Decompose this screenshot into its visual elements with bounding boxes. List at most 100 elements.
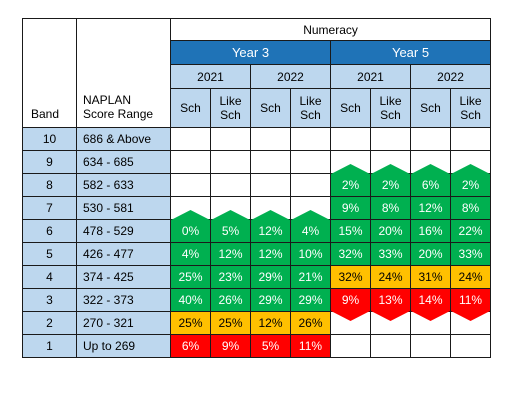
result-cell xyxy=(410,150,451,174)
score-range: 478 - 529 xyxy=(76,219,171,243)
result-cell xyxy=(449,311,492,335)
result-cell xyxy=(290,150,331,174)
result-value: 10% xyxy=(298,247,323,261)
result-cell xyxy=(290,127,331,151)
result-value: 16% xyxy=(418,224,443,238)
result-cell: 12% xyxy=(250,311,291,335)
school-type-header-line: Sch xyxy=(380,108,401,122)
band-number: 10 xyxy=(22,127,77,151)
result-cell: 2% xyxy=(449,164,492,197)
band-row: 5 426 - 477 4% 12% 12% 10% 32% 33% 20% 33% xyxy=(22,242,492,266)
school-type-header-line: Like xyxy=(219,94,242,108)
band-row: 6 478 - 529 0% 5% 12% 4% 15% 20% 16% 22% xyxy=(22,210,492,243)
school-type-header: Sch xyxy=(170,88,211,128)
result-cell: 32% xyxy=(330,265,371,289)
result-cell: 20% xyxy=(370,219,411,243)
result-value: 8% xyxy=(461,201,480,215)
school-type-header: Sch xyxy=(330,88,371,128)
result-cell: 11% xyxy=(449,288,492,321)
school-type-header-line: Sch xyxy=(300,108,321,122)
result-cell xyxy=(370,311,411,335)
result-value: 11% xyxy=(298,339,323,353)
result-value: 9% xyxy=(341,293,360,307)
result-cell: 5% xyxy=(210,210,251,243)
school-type-header-line: Sch xyxy=(420,101,441,115)
result-cell xyxy=(170,150,211,174)
result-cell xyxy=(410,334,451,358)
result-value: 6% xyxy=(421,178,440,192)
result-cell: 6% xyxy=(170,334,211,358)
calendar-year-header: 2022 xyxy=(250,64,331,89)
result-value: 24% xyxy=(458,270,483,284)
band-row: 9 634 - 685 xyxy=(22,150,492,174)
band-header-label: Band xyxy=(31,107,60,121)
result-cell: 4% xyxy=(170,242,211,266)
score-range: 530 - 581 xyxy=(76,196,171,220)
school-type-header-line: Sch xyxy=(260,101,281,115)
result-value: 14% xyxy=(418,293,443,307)
result-value: 2% xyxy=(381,178,400,192)
result-cell xyxy=(330,334,371,358)
school-type-header-line: Sch xyxy=(340,101,361,115)
result-cell: 8% xyxy=(370,196,411,220)
result-value: 5% xyxy=(221,224,240,238)
result-cell xyxy=(210,196,251,220)
result-value: 12% xyxy=(258,224,283,238)
score-range: 270 - 321 xyxy=(76,311,171,335)
band-number: 2 xyxy=(22,311,77,335)
result-value: 29% xyxy=(298,293,323,307)
result-cell: 24% xyxy=(449,265,492,289)
result-cell: 29% xyxy=(250,265,291,289)
school-type-header-line: Like xyxy=(459,94,482,108)
result-cell xyxy=(370,127,411,151)
result-cell: 26% xyxy=(290,311,331,335)
result-cell xyxy=(449,127,492,151)
result-value: 12% xyxy=(258,316,283,330)
result-cell: 12% xyxy=(250,242,291,266)
score-range: 582 - 633 xyxy=(76,173,171,197)
result-value: 11% xyxy=(458,293,483,307)
numeracy-results-table-wrapper: Band NAPLAN Score Range Numeracy Year 3 Ye… xyxy=(22,18,492,398)
result-value: 29% xyxy=(258,270,283,284)
result-value: 9% xyxy=(221,339,240,353)
result-cell xyxy=(250,127,291,151)
result-cell xyxy=(449,150,492,174)
result-value: 12% xyxy=(258,247,283,261)
result-value: 12% xyxy=(218,247,243,261)
result-value: 40% xyxy=(178,293,203,307)
result-cell xyxy=(330,127,371,151)
result-cell: 21% xyxy=(290,265,331,289)
result-cell: 6% xyxy=(410,164,451,197)
result-value: 22% xyxy=(458,224,483,238)
school-type-header: Like Sch xyxy=(370,88,411,128)
result-cell xyxy=(170,196,211,220)
result-cell xyxy=(250,173,291,197)
result-cell: 29% xyxy=(250,288,291,312)
score-range: 686 & Above xyxy=(76,127,171,151)
score-range-header-line: Score Range xyxy=(83,107,154,121)
result-value: 31% xyxy=(418,270,443,284)
result-cell: 12% xyxy=(210,242,251,266)
result-cell: 2% xyxy=(330,164,371,197)
result-value: 8% xyxy=(381,201,400,215)
score-range: Up to 269 xyxy=(76,334,171,358)
result-cell xyxy=(170,127,211,151)
result-cell xyxy=(210,127,251,151)
band-number: 8 xyxy=(22,173,77,197)
result-value: 33% xyxy=(378,247,403,261)
result-cell: 0% xyxy=(170,210,211,243)
result-cell: 25% xyxy=(210,311,251,335)
result-cell: 9% xyxy=(210,334,251,358)
result-value: 25% xyxy=(218,316,243,330)
band-number: 1 xyxy=(22,334,77,358)
band-number: 3 xyxy=(22,288,77,312)
result-value: 24% xyxy=(378,270,403,284)
result-cell: 24% xyxy=(370,265,411,289)
score-range: 374 - 425 xyxy=(76,265,171,289)
result-cell: 29% xyxy=(290,288,331,312)
school-type-header-line: Sch xyxy=(460,108,481,122)
result-value: 32% xyxy=(338,270,363,284)
result-cell: 11% xyxy=(290,334,331,358)
band-header: Band xyxy=(22,18,77,128)
result-cell: 2% xyxy=(370,164,411,197)
